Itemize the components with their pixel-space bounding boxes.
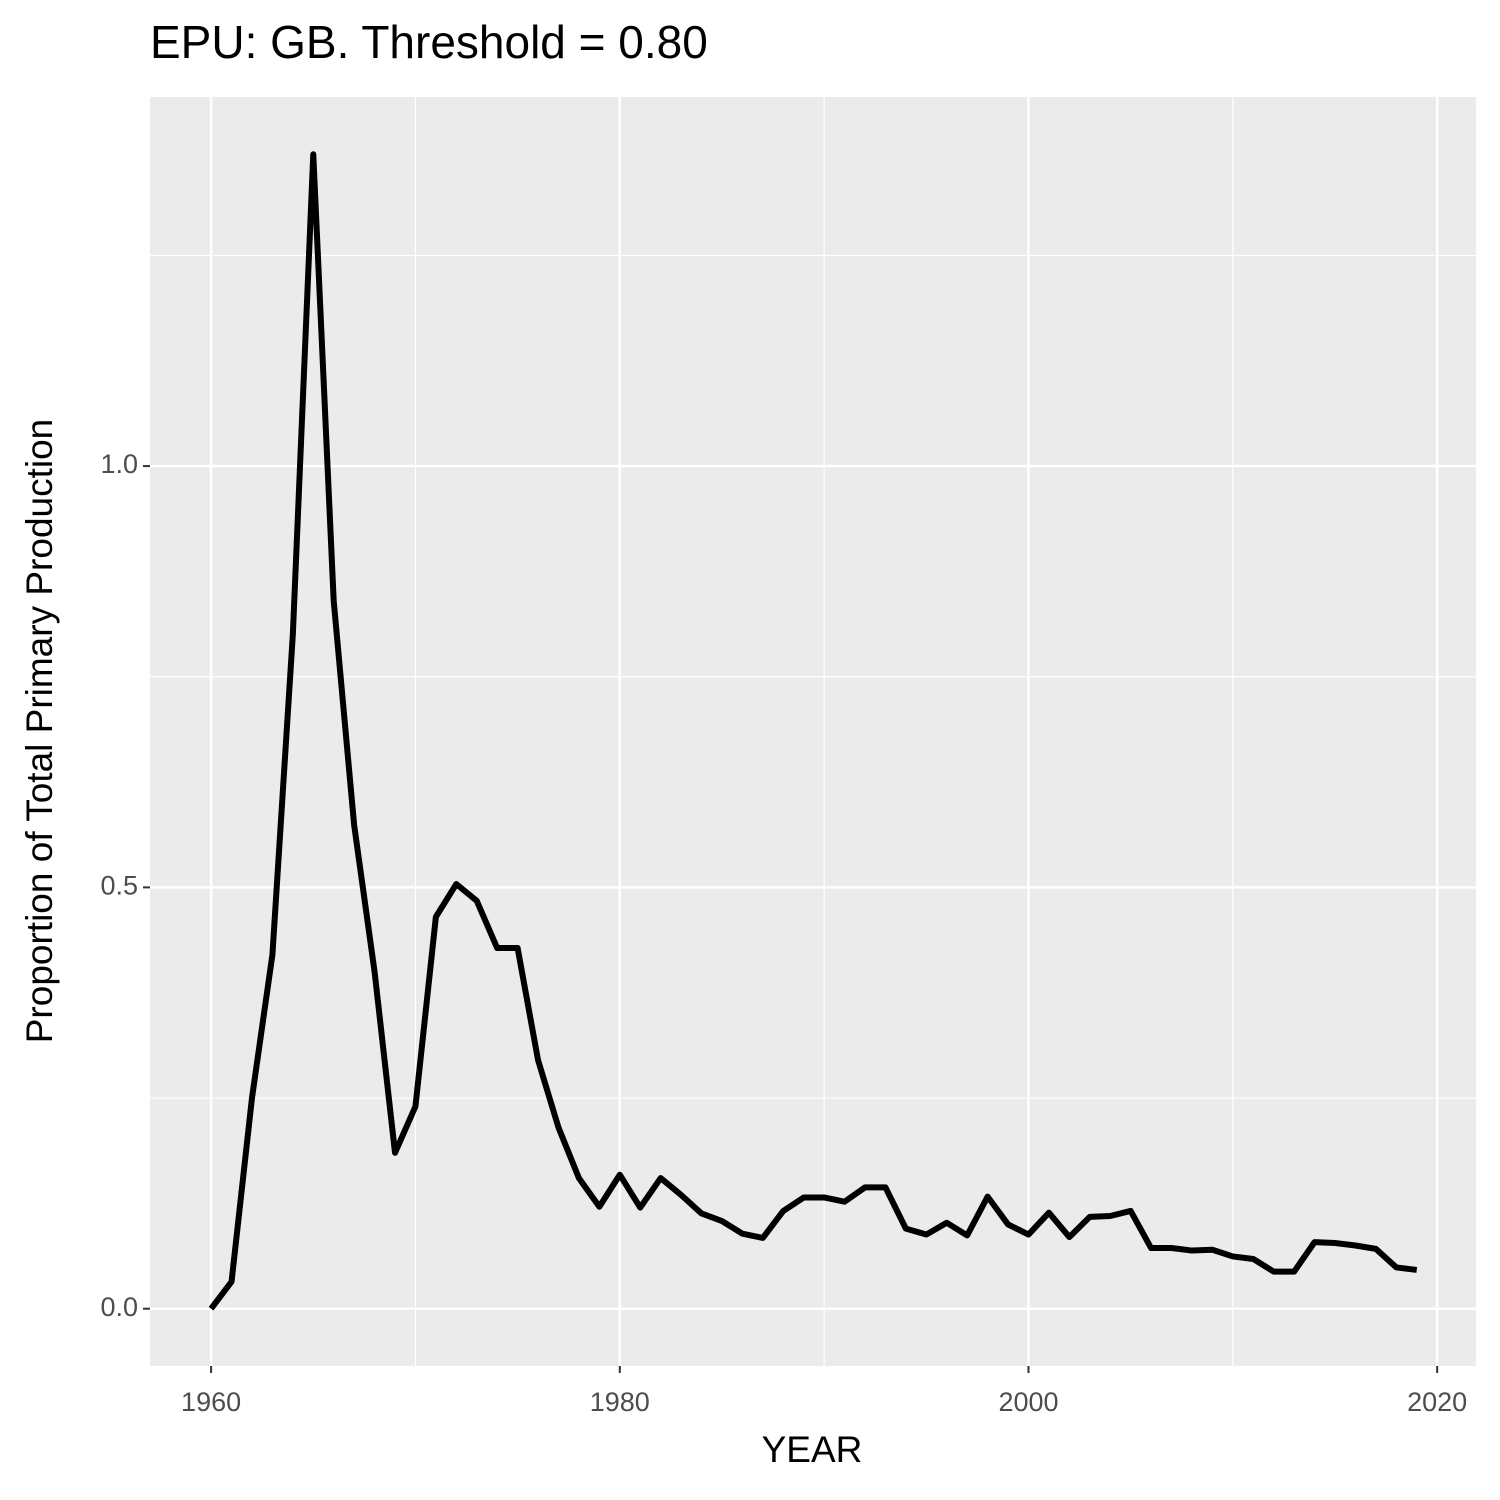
y-tick-label: 0.5	[100, 871, 138, 901]
y-tick-label: 1.0	[100, 449, 138, 479]
panel	[150, 97, 1476, 1366]
x-tick-label: 1960	[181, 1387, 241, 1417]
y-axis-title: Proportion of Total Primary Production	[19, 419, 60, 1044]
y-tick-label: 0.0	[100, 1292, 138, 1322]
chart-title: EPU: GB. Threshold = 0.80	[150, 16, 708, 68]
x-tick-label: 1980	[590, 1387, 650, 1417]
x-tick-label: 2020	[1407, 1387, 1467, 1417]
x-axis-title: YEAR	[762, 1429, 863, 1470]
x-tick-label: 2000	[998, 1387, 1058, 1417]
line	[208, 151, 1418, 1311]
